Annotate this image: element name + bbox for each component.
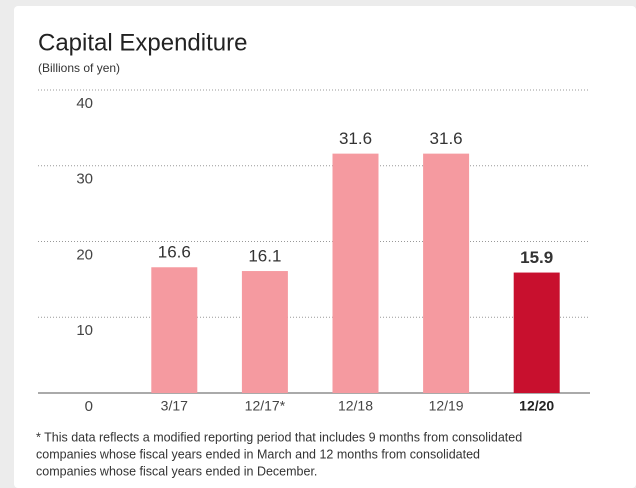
bar [513, 272, 560, 393]
y-tick-label: 10 [76, 322, 93, 339]
chart-subtitle: (Billions of yen) [38, 61, 120, 75]
bar [241, 271, 288, 393]
y-tick-label: 40 [76, 95, 93, 112]
x-tick-label: 3/17 [161, 398, 188, 414]
card [14, 6, 636, 488]
value-label: 31.6 [339, 129, 372, 148]
footnote: companies whose fiscal years ended in Ma… [36, 447, 480, 461]
y-tick-label: 0 [85, 398, 93, 415]
x-tick-label: 12/19 [429, 398, 464, 414]
x-tick-label: 12/20 [519, 398, 554, 414]
chart-title: Capital Expenditure [38, 29, 247, 56]
value-label: 16.6 [158, 243, 191, 262]
x-tick-label: 12/18 [338, 398, 373, 414]
value-label: 15.9 [520, 248, 553, 267]
value-label: 16.1 [248, 247, 281, 266]
bar [151, 267, 198, 393]
bar [332, 153, 379, 393]
bar [423, 153, 470, 393]
y-tick-label: 30 [76, 171, 93, 188]
footnote: companies whose fiscal years ended in De… [36, 464, 317, 478]
value-label: 31.6 [430, 129, 463, 148]
y-tick-label: 20 [76, 246, 93, 263]
x-tick-label: 12/17* [245, 398, 286, 414]
footnote: * This data reflects a modified reportin… [36, 430, 522, 444]
